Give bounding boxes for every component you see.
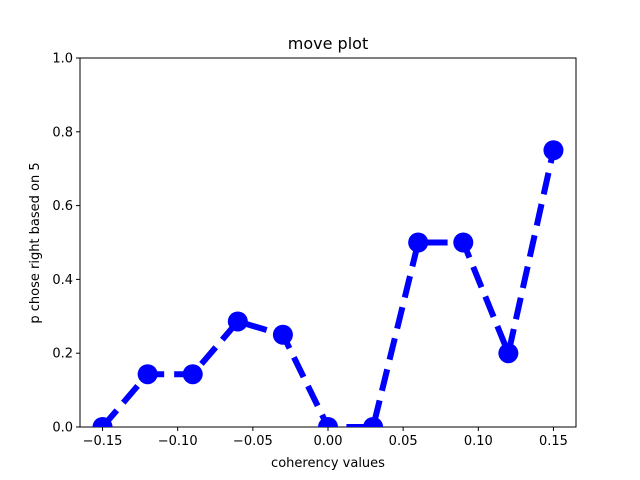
data-point [137,364,158,385]
series-line [100,149,557,427]
y-tick-label: 0.4 [52,273,73,288]
data-point [453,232,474,253]
x-tick-label: −0.05 [233,434,273,449]
y-tick-label: 0.2 [52,347,73,362]
x-tick-label: −0.10 [158,434,198,449]
data-point [92,417,113,427]
y-axis-label: p chose right based on 5 [28,162,43,323]
data-point [227,311,248,332]
x-tick-label: 0.15 [539,434,568,449]
chart-title: move plot [288,34,368,53]
x-tick-label: −0.15 [83,434,123,449]
plot-area: −0.15 −0.10 −0.05 0.00 0.05 0.10 0.15 0.0 0.2 0.4… [52,52,577,449]
data-point [498,343,519,364]
data-point [318,417,338,427]
y-tick-label: 0.0 [52,421,73,436]
data-point [543,140,564,161]
x-tick-label: 0.05 [389,434,418,449]
data-point [272,324,293,345]
data-point [182,364,203,385]
data-point [408,232,429,253]
y-tick-label: 0.6 [52,199,73,214]
x-tick-label: 0.00 [314,434,343,449]
y-tick-label: 1.0 [52,52,73,67]
data-point [363,417,384,427]
x-tick-label: 0.10 [464,434,493,449]
y-tick-label: 0.8 [52,125,73,140]
x-axis-label: coherency values [271,456,385,471]
